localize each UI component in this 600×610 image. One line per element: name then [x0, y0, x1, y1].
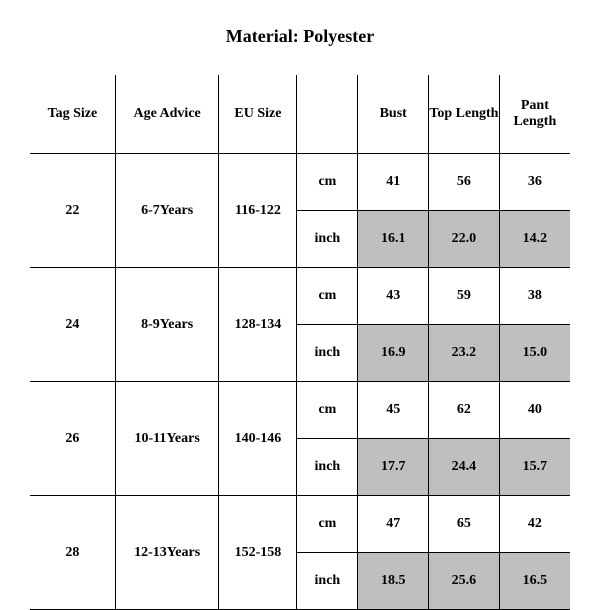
cell-pant-cm: 42: [499, 496, 570, 553]
cell-bust-inch: 16.9: [358, 325, 429, 382]
col-bust: Bust: [358, 75, 429, 154]
cell-top-cm: 62: [429, 382, 500, 439]
cell-top-inch: 25.6: [429, 553, 500, 610]
cell-bust-inch: 18.5: [358, 553, 429, 610]
cell-pant-inch: 15.7: [499, 439, 570, 496]
cell-pant-cm: 36: [499, 154, 570, 211]
cell-unit-cm: cm: [297, 154, 358, 211]
col-pant-length: Pant Length: [499, 75, 570, 154]
table-row: 26 10-11Years 140-146 cm 45 62 40: [30, 382, 570, 439]
cell-pant-inch: 15.0: [499, 325, 570, 382]
col-top-length: Top Length: [429, 75, 500, 154]
cell-unit-inch: inch: [297, 439, 358, 496]
cell-tag-size: 24: [30, 268, 115, 382]
cell-top-cm: 59: [429, 268, 500, 325]
cell-pant-cm: 40: [499, 382, 570, 439]
cell-bust-cm: 41: [358, 154, 429, 211]
col-age-advice: Age Advice: [115, 75, 219, 154]
cell-eu-size: 140-146: [219, 382, 297, 496]
cell-tag-size: 22: [30, 154, 115, 268]
cell-top-cm: 56: [429, 154, 500, 211]
size-chart: Material: Polyester Tag Size Age Advice …: [0, 0, 600, 600]
cell-unit-cm: cm: [297, 496, 358, 553]
col-tag-size: Tag Size: [30, 75, 115, 154]
cell-top-cm: 65: [429, 496, 500, 553]
table-header-row: Tag Size Age Advice EU Size Bust Top Len…: [30, 75, 570, 154]
table-row: 22 6-7Years 116-122 cm 41 56 36: [30, 154, 570, 211]
cell-eu-size: 116-122: [219, 154, 297, 268]
cell-pant-cm: 38: [499, 268, 570, 325]
table-row: 24 8-9Years 128-134 cm 43 59 38: [30, 268, 570, 325]
col-eu-size: EU Size: [219, 75, 297, 154]
cell-pant-inch: 14.2: [499, 211, 570, 268]
page-title: Material: Polyester: [30, 26, 570, 47]
cell-bust-inch: 17.7: [358, 439, 429, 496]
table-row: 28 12-13Years 152-158 cm 47 65 42: [30, 496, 570, 553]
col-unit: [297, 75, 358, 154]
cell-age-advice: 6-7Years: [115, 154, 219, 268]
cell-bust-cm: 43: [358, 268, 429, 325]
cell-eu-size: 128-134: [219, 268, 297, 382]
cell-eu-size: 152-158: [219, 496, 297, 610]
cell-bust-inch: 16.1: [358, 211, 429, 268]
cell-top-inch: 24.4: [429, 439, 500, 496]
cell-unit-cm: cm: [297, 268, 358, 325]
cell-bust-cm: 45: [358, 382, 429, 439]
cell-bust-cm: 47: [358, 496, 429, 553]
cell-top-inch: 23.2: [429, 325, 500, 382]
cell-age-advice: 10-11Years: [115, 382, 219, 496]
cell-age-advice: 12-13Years: [115, 496, 219, 610]
cell-age-advice: 8-9Years: [115, 268, 219, 382]
cell-tag-size: 26: [30, 382, 115, 496]
cell-unit-inch: inch: [297, 211, 358, 268]
cell-top-inch: 22.0: [429, 211, 500, 268]
cell-unit-inch: inch: [297, 553, 358, 610]
size-table: Tag Size Age Advice EU Size Bust Top Len…: [30, 75, 570, 610]
cell-pant-inch: 16.5: [499, 553, 570, 610]
table-body: 22 6-7Years 116-122 cm 41 56 36 inch 16.…: [30, 154, 570, 610]
cell-tag-size: 28: [30, 496, 115, 610]
cell-unit-inch: inch: [297, 325, 358, 382]
cell-unit-cm: cm: [297, 382, 358, 439]
